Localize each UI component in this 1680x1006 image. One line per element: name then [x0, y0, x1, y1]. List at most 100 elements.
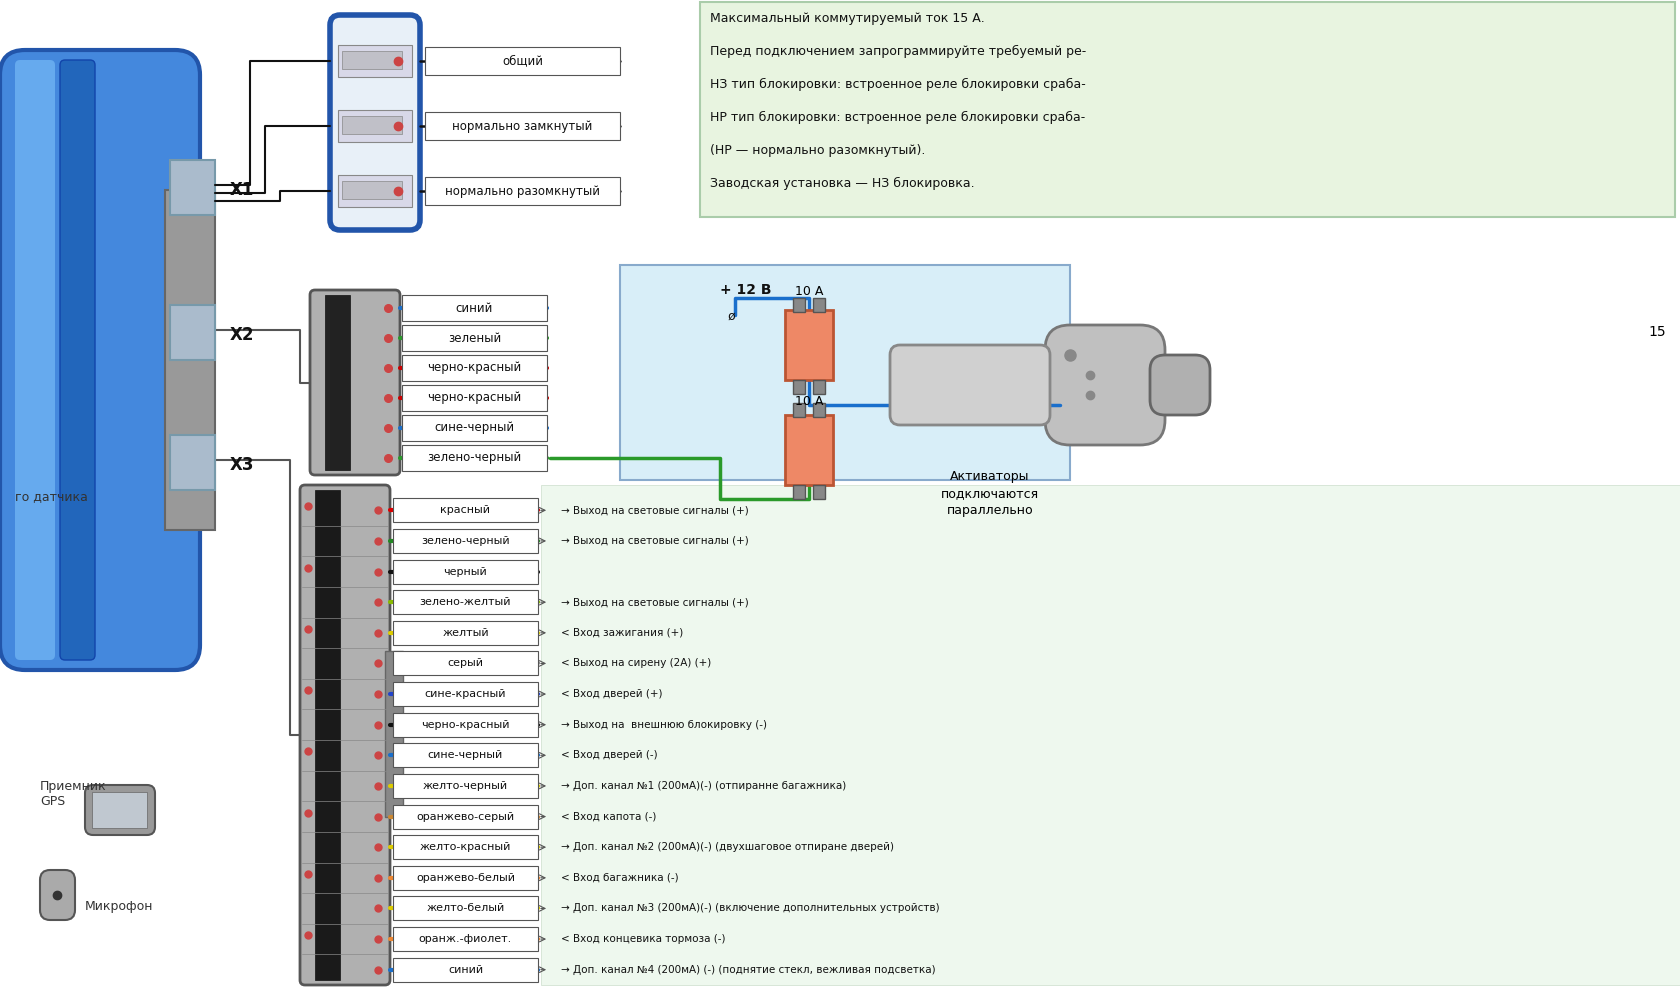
Bar: [402, 445, 546, 471]
Text: НР тип блокировки: встроенное реле блокировки сраба-: НР тип блокировки: встроенное реле блоки…: [709, 111, 1085, 124]
Text: < Выход на сирену (2А) (+): < Выход на сирену (2А) (+): [561, 659, 711, 668]
Bar: [393, 652, 538, 675]
Bar: [341, 181, 402, 199]
Text: ø: ø: [727, 310, 736, 323]
Text: → Выход на  внешнюю блокировку (-): → Выход на внешнюю блокировку (-): [561, 719, 766, 729]
Bar: [393, 712, 538, 736]
Text: красный: красный: [440, 505, 491, 515]
Bar: [793, 380, 805, 394]
Bar: [92, 792, 146, 828]
Text: X2: X2: [230, 326, 254, 344]
Bar: [393, 958, 538, 982]
Bar: [338, 175, 412, 207]
Text: желто-черный: желто-черный: [423, 781, 507, 791]
Text: сине-черный: сине-черный: [433, 422, 514, 435]
Bar: [699, 2, 1673, 217]
Bar: [170, 435, 215, 490]
FancyBboxPatch shape: [86, 785, 155, 835]
Text: Приемник
GPS: Приемник GPS: [40, 780, 106, 808]
Text: → Выход на световые сигналы (+): → Выход на световые сигналы (+): [561, 536, 748, 546]
Text: черно-красный: черно-красный: [422, 719, 509, 729]
Text: 15: 15: [1648, 325, 1665, 339]
Text: го датчика: го датчика: [15, 490, 87, 503]
Text: → Доп. канал №2 (200мА)(-) (двухшаговое отпиране дверей): → Доп. канал №2 (200мА)(-) (двухшаговое …: [561, 842, 894, 852]
Bar: [813, 380, 825, 394]
Text: → Доп. канал №4 (200мА) (-) (поднятие стекл, вежливая подсветка): → Доп. канал №4 (200мА) (-) (поднятие ст…: [561, 965, 936, 975]
Bar: [314, 490, 339, 980]
Bar: [393, 835, 538, 859]
Text: < Вход капота (-): < Вход капота (-): [561, 812, 655, 822]
Text: серый: серый: [447, 659, 484, 668]
Text: параллельно: параллельно: [946, 504, 1033, 517]
Bar: [402, 295, 546, 321]
Text: зелено-черный: зелено-черный: [427, 452, 521, 465]
Bar: [393, 866, 538, 890]
Text: зеленый: зеленый: [447, 332, 501, 344]
Bar: [393, 928, 538, 951]
Bar: [393, 805, 538, 829]
FancyBboxPatch shape: [40, 870, 76, 920]
Text: синий: синий: [455, 302, 492, 315]
Text: (НР — нормально разомкнутый).: (НР — нормально разомкнутый).: [709, 144, 924, 157]
Bar: [393, 743, 538, 768]
Text: Максимальный коммутируемый ток 15 А.: Максимальный коммутируемый ток 15 А.: [709, 12, 984, 25]
Bar: [402, 385, 546, 411]
Text: НЗ тип блокировки: встроенное реле блокировки сраба-: НЗ тип блокировки: встроенное реле блоки…: [709, 78, 1085, 92]
Text: синий: синий: [447, 965, 482, 975]
Text: + 12 В: + 12 В: [719, 283, 771, 297]
Bar: [813, 403, 825, 417]
Text: Заводская установка — НЗ блокировка.: Заводская установка — НЗ блокировка.: [709, 177, 974, 190]
Bar: [785, 310, 833, 380]
Text: желто-красный: желто-красный: [420, 842, 511, 852]
Text: черный: черный: [444, 566, 487, 576]
Bar: [620, 265, 1070, 480]
Bar: [338, 45, 412, 77]
Text: X3: X3: [230, 456, 254, 474]
Text: Микрофон: Микрофон: [86, 900, 153, 913]
Bar: [170, 160, 215, 215]
Text: Перед подключением запрограммируйте требуемый ре-: Перед подключением запрограммируйте треб…: [709, 45, 1085, 58]
FancyBboxPatch shape: [889, 345, 1050, 425]
Bar: [425, 177, 620, 205]
Text: желто-белый: желто-белый: [427, 903, 504, 913]
Bar: [393, 774, 538, 798]
Bar: [393, 591, 538, 615]
Bar: [324, 295, 349, 470]
Bar: [793, 403, 805, 417]
Bar: [402, 355, 546, 381]
Text: нормально разомкнутый: нормально разомкнутый: [445, 184, 600, 197]
Text: < Вход дверей (+): < Вход дверей (+): [561, 689, 662, 699]
Bar: [425, 112, 620, 140]
Text: желтый: желтый: [442, 628, 489, 638]
Text: → Доп. канал №1 (200мА)(-) (отпиранне багажника): → Доп. канал №1 (200мА)(-) (отпиранне ба…: [561, 781, 845, 791]
Bar: [170, 305, 215, 360]
FancyBboxPatch shape: [15, 60, 55, 660]
Bar: [793, 485, 805, 499]
Text: < Вход багажника (-): < Вход багажника (-): [561, 873, 679, 883]
Bar: [793, 298, 805, 312]
Bar: [813, 298, 825, 312]
FancyBboxPatch shape: [0, 50, 200, 670]
Text: Активаторы: Активаторы: [949, 470, 1030, 483]
Bar: [813, 485, 825, 499]
FancyBboxPatch shape: [329, 15, 420, 230]
Text: подключаются: подключаются: [941, 487, 1038, 500]
Text: зелено-черный: зелено-черный: [422, 536, 509, 546]
FancyBboxPatch shape: [299, 485, 390, 985]
Text: → Доп. канал №3 (200мА)(-) (включение дополнительных устройств): → Доп. канал №3 (200мА)(-) (включение до…: [561, 903, 939, 913]
Bar: [338, 110, 412, 142]
Text: черно-красный: черно-красный: [427, 361, 521, 374]
Bar: [393, 559, 538, 583]
Text: 10 А: 10 А: [795, 285, 823, 298]
Text: → Выход на световые сигналы (+): → Выход на световые сигналы (+): [561, 598, 748, 608]
Bar: [341, 51, 402, 69]
Bar: [393, 682, 538, 706]
Text: нормально замкнутый: нормально замкнутый: [452, 120, 593, 133]
Text: оранжево-серый: оранжево-серый: [417, 812, 514, 822]
Bar: [785, 415, 833, 485]
Bar: [393, 896, 538, 920]
Bar: [425, 47, 620, 75]
FancyBboxPatch shape: [309, 290, 400, 475]
Bar: [341, 116, 402, 134]
Text: черно-красный: черно-красный: [427, 391, 521, 404]
